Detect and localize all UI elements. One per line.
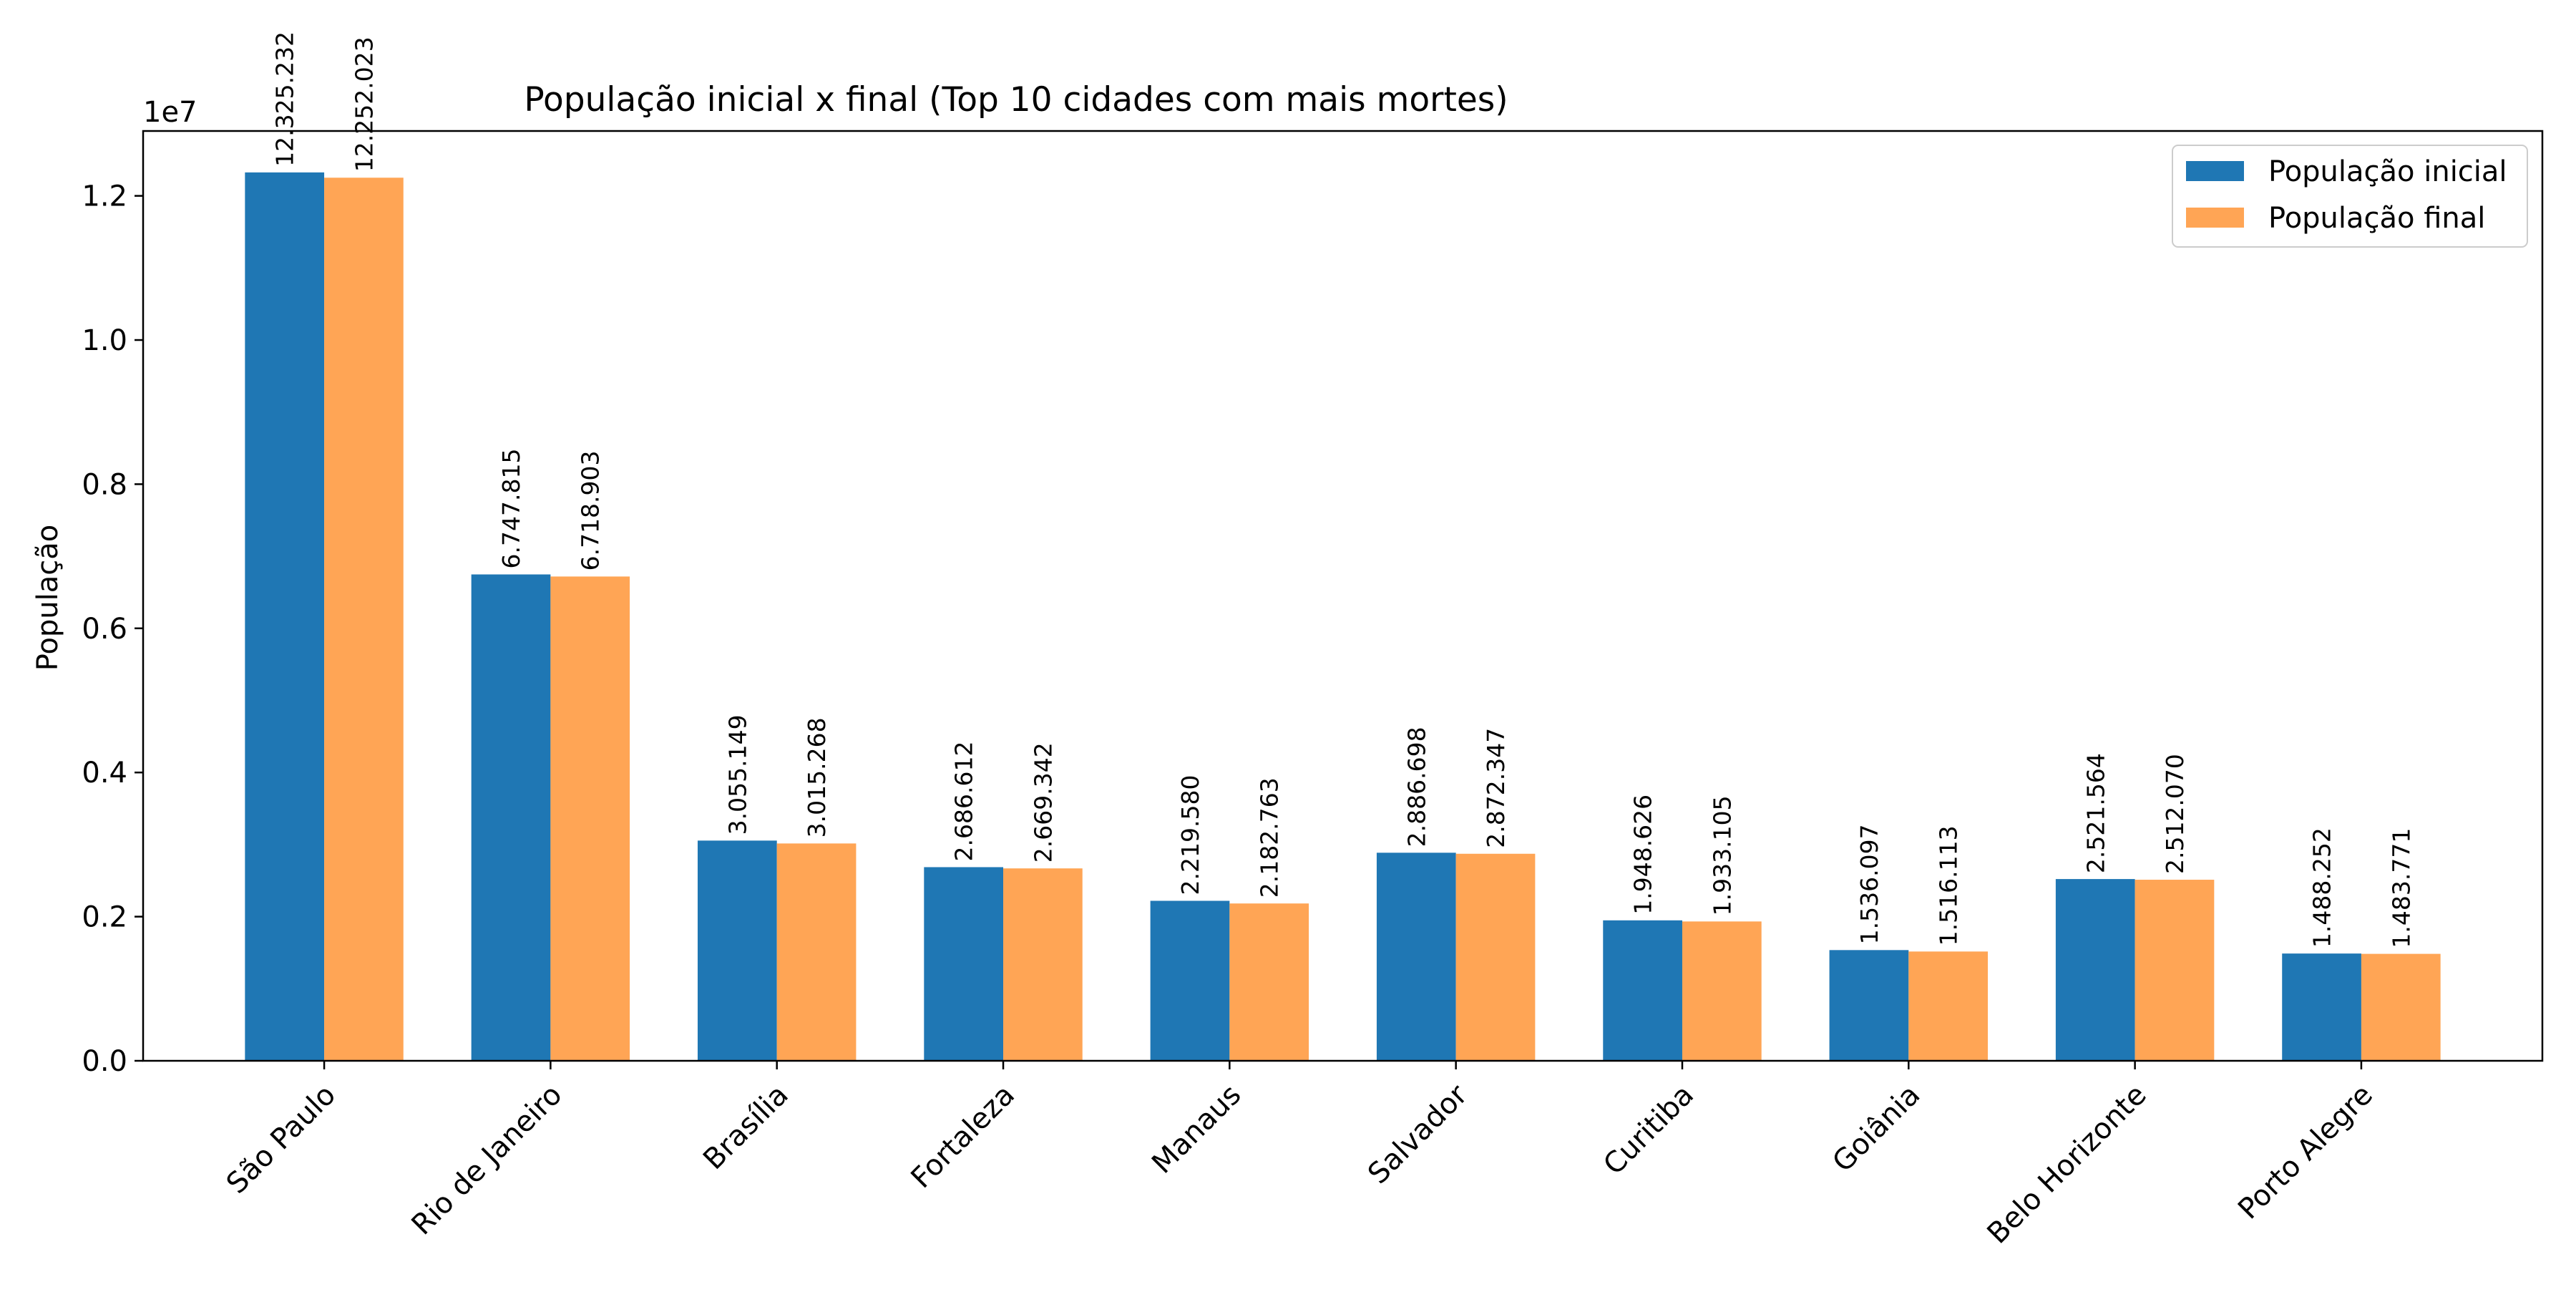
legend-label-populacao-final: População final [2268, 202, 2485, 235]
legend-label-populacao-inicial: População inicial [2268, 155, 2507, 188]
value-labels-layer: 12.325.232 6.747.815 3.055.149 2.686.612 2.2… [271, 31, 2416, 948]
y-tick-label: 0.2 [82, 901, 127, 934]
bar-populacao-final-curitiba [1682, 921, 1762, 1061]
legend-box [2172, 145, 2528, 248]
value-label-populacao-inicial-curitiba: 1.948.626 [1629, 795, 1657, 915]
value-label-populacao-final-rio-de-janeiro: 6.718.903 [577, 450, 605, 570]
bar-populacao-final-goiania [1908, 951, 1989, 1061]
bar-populacao-final-manaus [1229, 903, 1309, 1061]
bar-populacao-inicial-porto-alegre [2282, 953, 2361, 1061]
bar-populacao-inicial-curitiba [1603, 920, 1682, 1061]
bars-layer [245, 172, 2441, 1062]
legend: População inicial População final [2172, 145, 2528, 248]
value-label-populacao-inicial-porto-alegre: 1.488.252 [2308, 827, 2336, 948]
legend-swatch-populacao-inicial [2186, 161, 2244, 181]
bar-populacao-inicial-manaus [1150, 900, 1230, 1061]
bar-populacao-final-fortaleza [1003, 868, 1083, 1061]
value-label-populacao-inicial-belo-horizonte: 2.521.564 [2082, 753, 2109, 873]
value-label-populacao-inicial-sao-paulo: 12.325.232 [271, 31, 299, 167]
y-tick-label: 0.8 [82, 468, 127, 501]
value-label-populacao-inicial-goiania: 1.536.097 [1855, 824, 1883, 944]
bar-populacao-inicial-salvador [1376, 853, 1456, 1061]
value-label-populacao-inicial-fortaleza: 2.686.612 [950, 742, 978, 862]
y-tick-label: 0.0 [82, 1045, 127, 1078]
bar-populacao-inicial-sao-paulo [245, 172, 325, 1061]
y-tick-label: 0.4 [82, 757, 127, 790]
bar-populacao-inicial-fortaleza [924, 867, 1004, 1061]
value-label-populacao-final-manaus: 2.182.763 [1256, 777, 1284, 898]
bar-populacao-inicial-rio-de-janeiro [471, 574, 551, 1061]
y-axis-label: População [31, 525, 64, 671]
legend-swatch-populacao-final [2186, 208, 2244, 228]
bar-populacao-final-porto-alegre [2361, 953, 2441, 1061]
y-axis: 0.0 0.2 0.4 0.6 0.8 1.0 1.2 [82, 180, 143, 1078]
value-label-populacao-final-belo-horizonte: 2.512.070 [2161, 754, 2189, 874]
value-label-populacao-final-goiania: 1.516.113 [1935, 825, 1963, 946]
value-label-populacao-inicial-manaus: 2.219.580 [1176, 775, 1204, 895]
bar-populacao-inicial-goiania [1829, 950, 1909, 1061]
bar-populacao-final-rio-de-janeiro [550, 576, 630, 1061]
value-label-populacao-final-porto-alegre: 1.483.771 [2387, 828, 2415, 948]
y-tick-label: 1.0 [82, 324, 127, 357]
chart-title: População inicial x final (Top 10 cidade… [524, 80, 1508, 120]
value-label-populacao-inicial-salvador: 2.886.698 [1402, 727, 1430, 847]
bar-populacao-inicial-brasilia [697, 840, 777, 1061]
value-label-populacao-final-brasilia: 3.015.268 [803, 717, 831, 837]
bar-populacao-inicial-belo-horizonte [2055, 879, 2135, 1061]
value-label-populacao-final-salvador: 2.872.347 [1482, 728, 1510, 848]
bar-populacao-final-belo-horizonte [2135, 880, 2215, 1061]
value-label-populacao-final-sao-paulo: 12.252.023 [350, 37, 378, 172]
bar-populacao-final-brasilia [776, 843, 857, 1061]
value-label-populacao-inicial-rio-de-janeiro: 6.747.815 [497, 449, 525, 569]
value-label-populacao-final-curitiba: 1.933.105 [1708, 795, 1736, 915]
y-tick-label: 1.2 [82, 180, 127, 213]
y-axis-offset-label: 1e7 [143, 96, 197, 129]
bar-populacao-final-sao-paulo [324, 178, 404, 1062]
value-label-populacao-final-fortaleza: 2.669.342 [1029, 742, 1057, 863]
plot-area-frame [142, 130, 2544, 1062]
bar-populacao-final-salvador [1455, 853, 1536, 1061]
value-label-populacao-inicial-brasilia: 3.055.149 [723, 714, 751, 835]
y-tick-label: 0.6 [82, 613, 127, 646]
